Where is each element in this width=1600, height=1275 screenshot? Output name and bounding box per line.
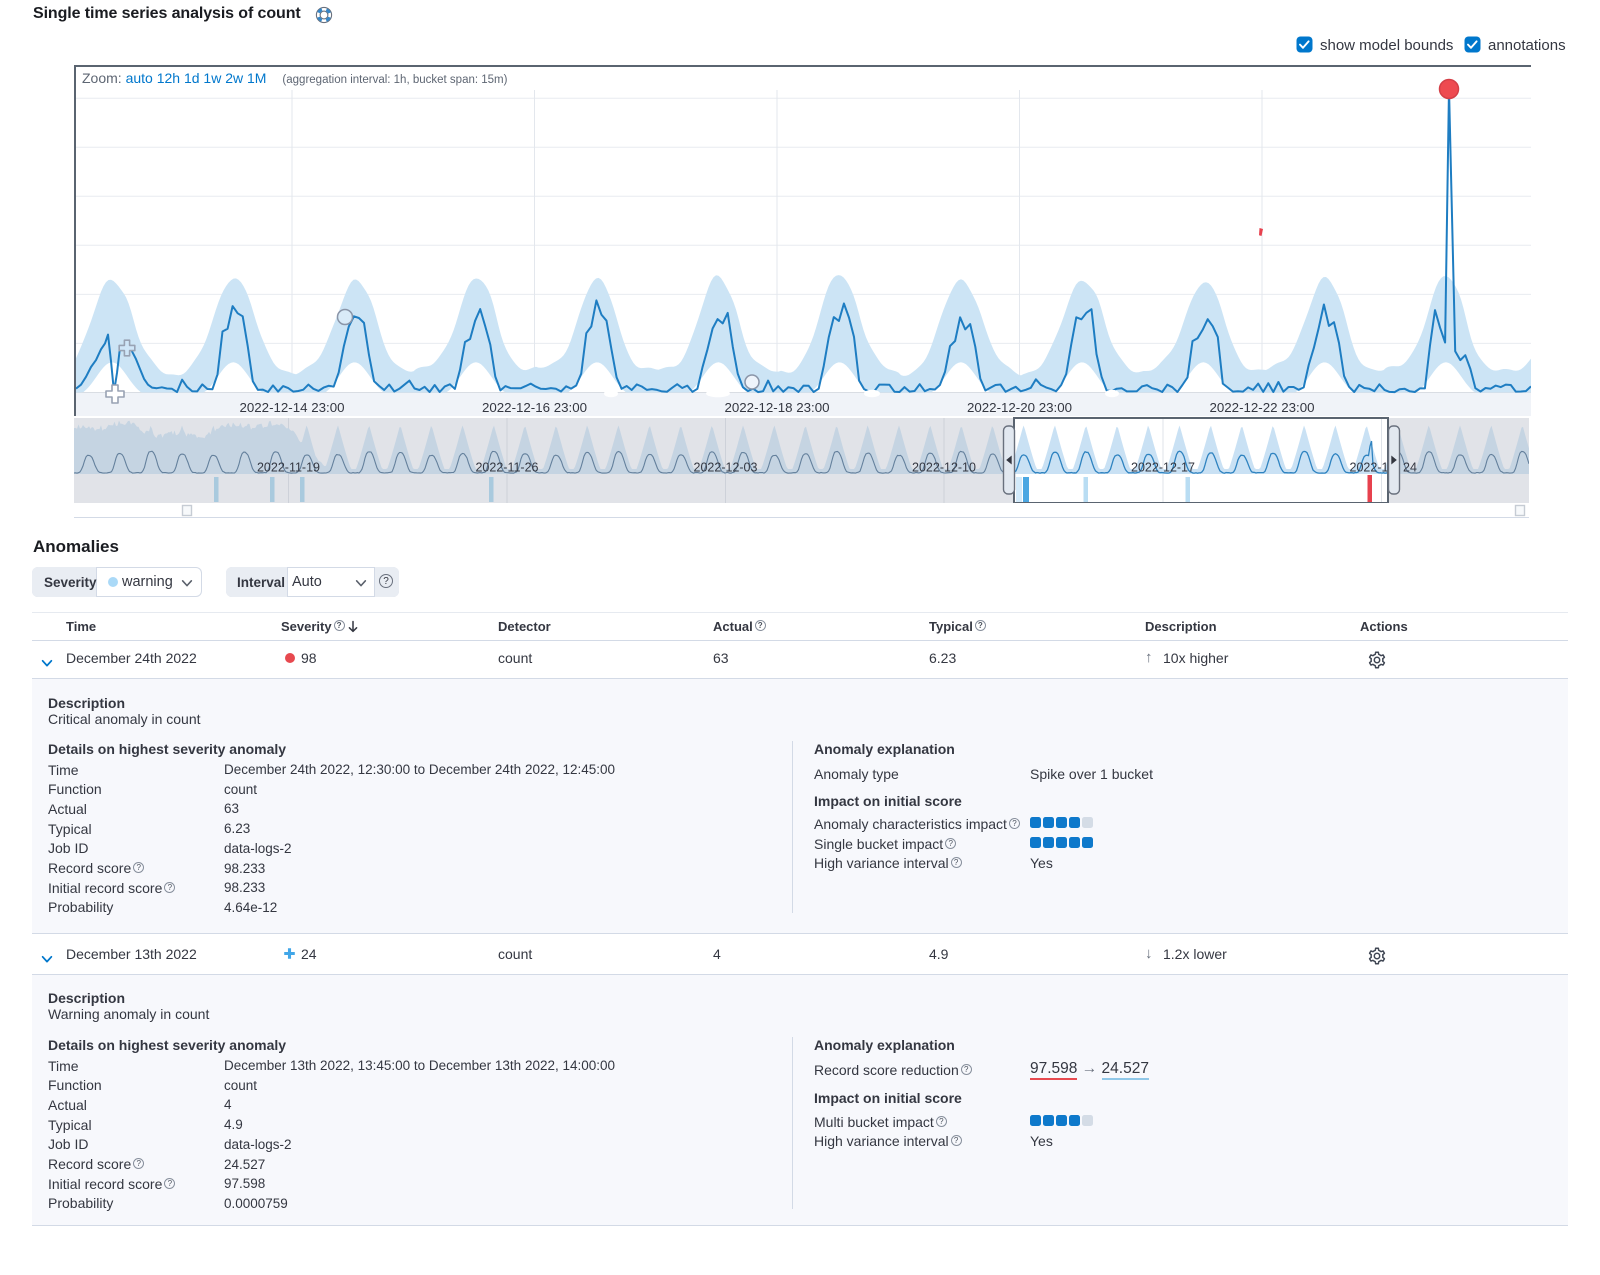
svg-text:24: 24 — [1403, 461, 1417, 475]
svg-text:2022-11-26: 2022-11-26 — [475, 461, 538, 475]
svg-text:2022-12-17: 2022-12-17 — [1131, 461, 1195, 475]
svg-text:2022-12-18 23:00: 2022-12-18 23:00 — [725, 400, 830, 415]
svg-text:2022-12-14 23:00: 2022-12-14 23:00 — [240, 400, 345, 415]
svg-text:2022-12-16 23:00: 2022-12-16 23:00 — [482, 400, 587, 415]
svg-text:2022-12-24: 2022-12-24 — [1350, 461, 1414, 475]
svg-text:2022-12-20 23:00: 2022-12-20 23:00 — [967, 400, 1072, 415]
svg-text:2022-11-19: 2022-11-19 — [257, 461, 320, 475]
svg-text:2022-12-22 23:00: 2022-12-22 23:00 — [1210, 400, 1315, 415]
svg-text:2022-12-03: 2022-12-03 — [694, 461, 758, 475]
svg-text:2022-12-10: 2022-12-10 — [912, 461, 976, 475]
